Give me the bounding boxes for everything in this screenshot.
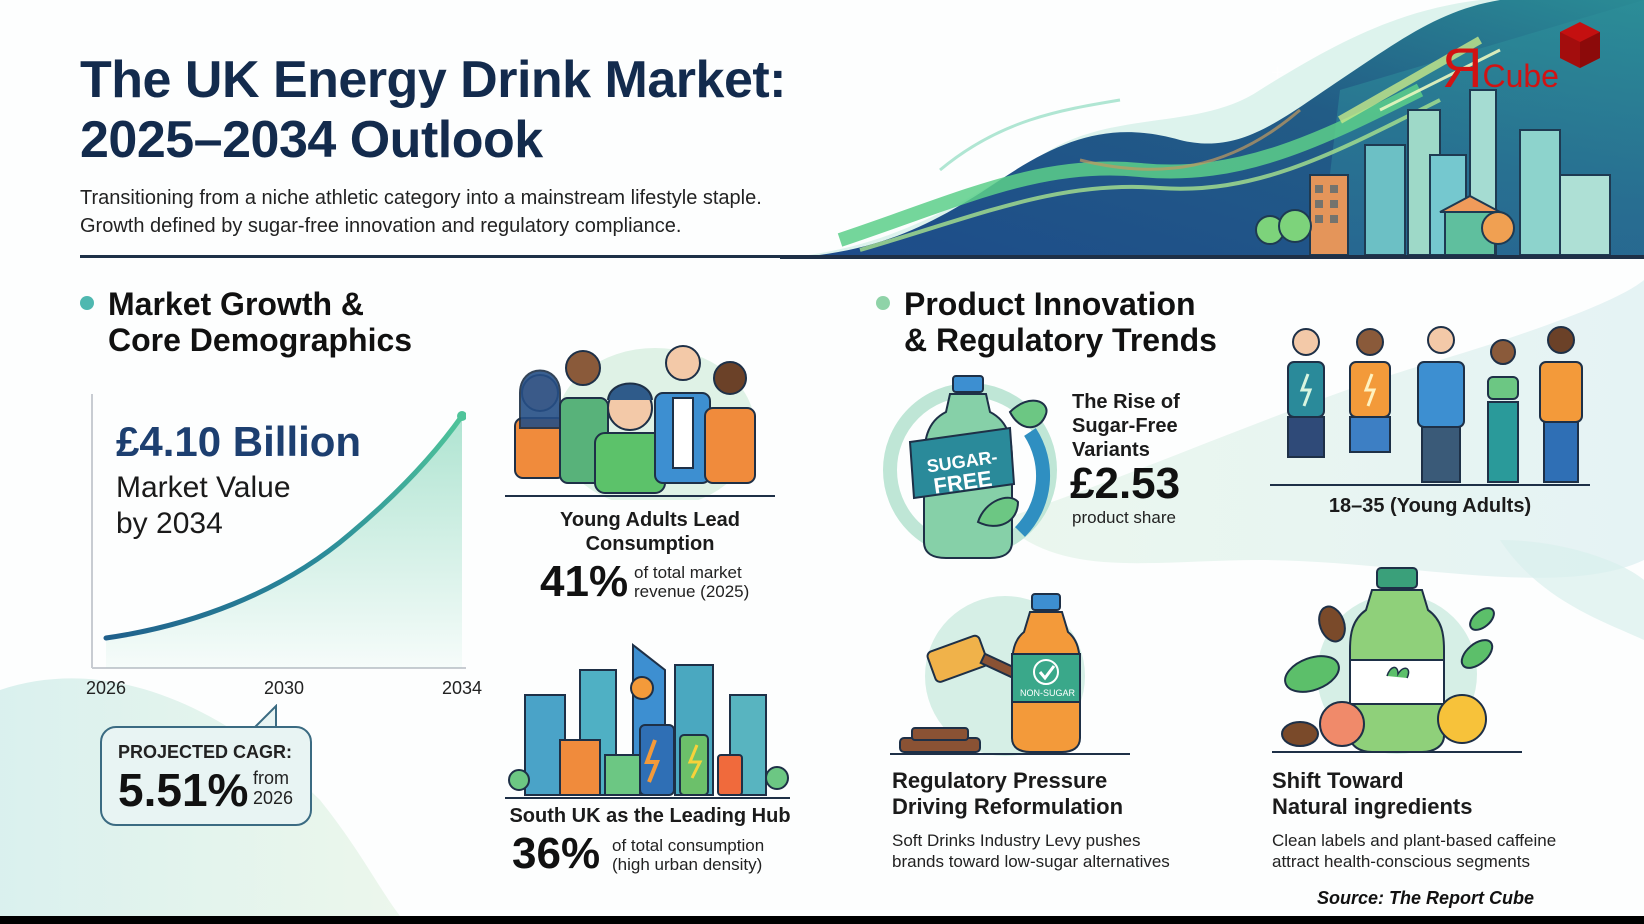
south-uk-desc-line-1: of total consumption (612, 836, 765, 855)
age-group-label: 18–35 (Young Adults) (1328, 495, 1532, 517)
cagr-from-line-1: from (253, 768, 289, 788)
young-adults-desc: of total market revenue (2025) (634, 563, 749, 601)
logo-wordmark: RCube (1442, 36, 1559, 111)
x-tick-2034: 2034 (442, 678, 483, 698)
sugar-free-title-line-3: Variants (1072, 439, 1150, 461)
subtitle-line-2: Growth defined by sugar-free innovation … (80, 215, 682, 237)
page-title: The UK Energy Drink Market: 2025–2034 Ou… (80, 50, 787, 170)
young-athletes-illustration (1270, 326, 1590, 486)
city-energy-cans-illustration (505, 642, 790, 799)
young-adults-group-illustration (505, 345, 775, 500)
section-bullet-icon (876, 296, 890, 310)
sugar-free-title: The Rise of Sugar-Free Variants (1072, 390, 1180, 462)
source-credit: Source: The Report Cube (1316, 888, 1534, 908)
natural-title-line-2: Natural ingredients (1272, 794, 1473, 819)
natural-title-line-1: Shift Toward (1272, 768, 1404, 793)
logo-r-letter: R (1442, 36, 1483, 99)
regulatory-desc-line-1: Soft Drinks Industry Levy pushes (892, 831, 1141, 850)
young-adults-desc-line-1: of total market (634, 563, 742, 582)
young-adults-title-line-1: Young Adults Lead (560, 509, 740, 531)
regulatory-title-line-1: Regulatory Pressure (892, 768, 1108, 793)
cagr-from: from 2026 (253, 768, 293, 808)
regulatory-desc-line-2: brands toward low-sugar alternatives (892, 852, 1170, 871)
section-title-product-innovation: Product Innovation & Regulatory Trends (904, 286, 1217, 358)
cagr-from-line-2: 2026 (253, 788, 294, 808)
bottom-border (0, 916, 1644, 924)
sugar-free-title-line-2: Sugar-Free (1072, 415, 1178, 437)
south-uk-desc: of total consumption (high urban density… (612, 836, 764, 874)
cagr-label: PROJECTED CAGR: (118, 742, 293, 762)
south-uk-title: South UK as the Leading Hub (509, 805, 791, 827)
regulatory-desc: Soft Drinks Industry Levy pushes brands … (892, 830, 1170, 872)
regulatory-title: Regulatory Pressure Driving Reformulatio… (892, 768, 1123, 820)
header-wave-city-illustration: + (780, 0, 1644, 259)
sugar-free-desc: product share (1072, 508, 1176, 527)
natural-desc-line-2: attract health-conscious segments (1272, 852, 1530, 871)
sugar-free-bottle-illustration: SUGAR- FREE (883, 375, 1057, 559)
section-title-line-1: Product Innovation (904, 286, 1196, 322)
title-line-2: 2025–2034 Outlook (80, 111, 543, 169)
natural-desc: Clean labels and plant-based caffeine at… (1272, 830, 1556, 872)
bottle-label-text: NON-SUGAR (1020, 688, 1076, 698)
header-divider (80, 255, 840, 258)
x-tick-2026: 2026 (86, 678, 127, 698)
sugar-free-title-line-1: The Rise of (1072, 391, 1180, 413)
young-adults-title-line-2: Consumption (585, 533, 715, 555)
south-uk-percent: 36% (512, 829, 601, 878)
section-title-market-growth: Market Growth & Core Demographics (108, 286, 412, 358)
cagr-value: 5.51% (118, 764, 249, 816)
young-adults-title: Young Adults Lead Consumption (520, 508, 780, 556)
market-growth-chart (91, 394, 466, 669)
young-adults-percent: 41% (540, 557, 629, 606)
gavel-bottle-illustration: NON-SUGAR (890, 593, 1130, 756)
young-adults-desc-line-2: revenue (2025) (634, 582, 750, 601)
subtitle-line-1: Transitioning from a niche athletic cate… (80, 187, 762, 209)
sugar-free-value: £2.53 (1070, 459, 1181, 508)
market-value-label-line-1: Market Value (116, 471, 291, 504)
cagr-callout (100, 726, 312, 826)
section-title-line-1: Market Growth & (108, 286, 365, 322)
natural-ingredients-illustration (1272, 567, 1522, 754)
page-subtitle: Transitioning from a niche athletic cate… (80, 184, 762, 240)
section-bullet-icon (80, 296, 94, 310)
logo-cube-text: Cube (1482, 58, 1559, 94)
cagr-callout-pointer (253, 704, 277, 729)
market-value-label-line-2: by 2034 (116, 507, 223, 540)
regulatory-title-line-2: Driving Reformulation (892, 794, 1124, 819)
x-tick-2030: 2030 (264, 678, 305, 698)
market-value-amount: £4.10 Billion (116, 418, 362, 465)
rcube-logo-icon (1560, 22, 1600, 68)
section-title-line-2: Core Demographics (108, 322, 413, 358)
title-line-1: The UK Energy Drink Market: (80, 51, 787, 109)
section-title-line-2: & Regulatory Trends (904, 322, 1217, 358)
market-value-label: Market Value by 2034 (116, 470, 291, 542)
natural-title: Shift Toward Natural ingredients (1272, 768, 1472, 820)
svg-text:+: + (1270, 62, 1285, 83)
south-uk-desc-line-2: (high urban density) (612, 855, 763, 874)
natural-desc-line-1: Clean labels and plant-based caffeine (1272, 831, 1557, 850)
